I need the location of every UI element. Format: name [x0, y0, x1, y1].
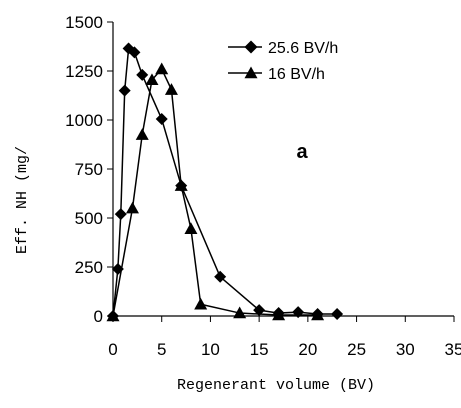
legend-label: 25.6 BV/h: [268, 40, 338, 57]
data-point: [184, 222, 198, 234]
data-point: [233, 306, 247, 319]
x-tick-label: 35: [445, 340, 461, 359]
data-point: [135, 128, 149, 140]
data-point: [311, 308, 325, 321]
data-point: [145, 73, 159, 86]
data-point: [331, 308, 344, 321]
data-point: [253, 304, 266, 317]
data-point: [155, 113, 168, 126]
legend-marker: [244, 40, 258, 54]
y-tick-label: 0: [94, 307, 103, 326]
x-tick-label: 5: [157, 340, 166, 359]
y-tick-label: 500: [75, 209, 103, 228]
x-tick-label: 0: [108, 340, 117, 359]
x-axis-label: Regenerant volume (BV): [177, 377, 375, 394]
data-point: [106, 309, 120, 322]
y-axis-label: Eff. NH (mg/: [14, 146, 31, 254]
series-0: [107, 42, 344, 322]
x-tick-label: 10: [201, 340, 220, 359]
axes: 0 250 500 750 1000 1250 1500 0 5 10 15 20 25 30 35: [65, 13, 461, 359]
x-tick-label: 25: [347, 340, 366, 359]
series-1: [106, 62, 325, 322]
x-tick-label: 30: [396, 340, 415, 359]
data-point: [194, 297, 208, 310]
series-layer: [106, 42, 344, 322]
chart-annotation: a: [296, 141, 308, 163]
data-point: [125, 201, 139, 214]
data-point: [272, 308, 286, 321]
y-tick-label: 750: [75, 160, 103, 179]
data-point: [136, 68, 149, 81]
legend-label: 16 BV/h: [268, 66, 325, 83]
data-point: [155, 62, 169, 75]
legend: 25.6 BV/h 16 BV/h: [228, 40, 338, 83]
data-point: [114, 208, 127, 221]
legend-marker: [244, 66, 258, 79]
data-point: [118, 84, 131, 97]
y-tick-label: 250: [75, 258, 103, 277]
x-tick-label: 20: [298, 340, 317, 359]
data-point: [128, 46, 141, 59]
data-point: [214, 270, 227, 283]
data-point: [164, 83, 178, 95]
y-tick-label: 1500: [65, 13, 103, 32]
series-line: [112, 67, 318, 317]
y-tick-label: 1250: [65, 62, 103, 81]
data-point: [174, 179, 188, 191]
y-tick-label: 1000: [65, 111, 103, 130]
x-tick-label: 15: [250, 340, 269, 359]
